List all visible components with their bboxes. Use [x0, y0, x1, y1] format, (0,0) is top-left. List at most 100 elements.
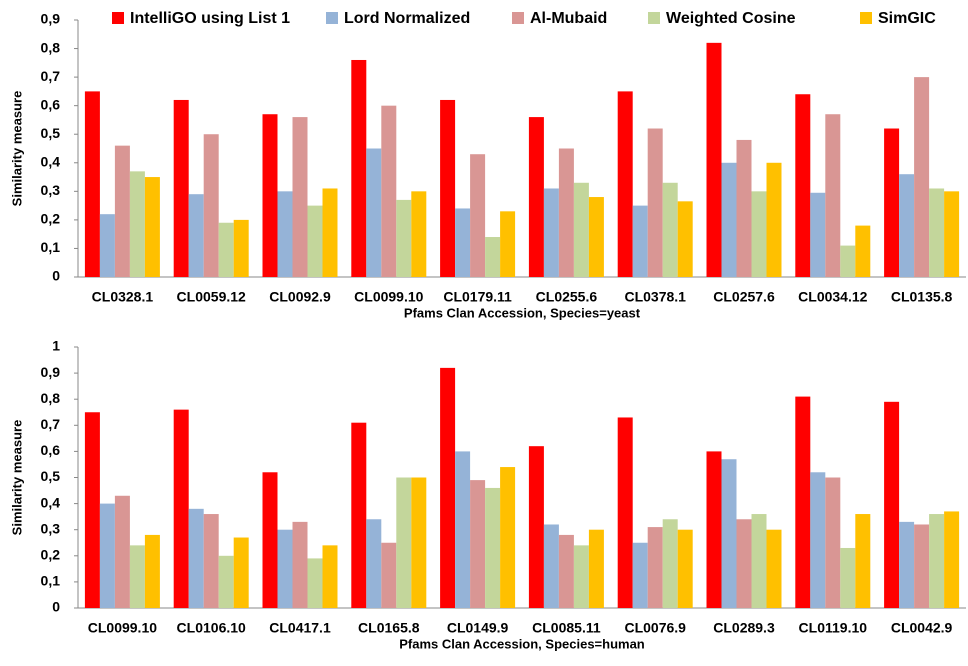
- x-tick-label: CL0099.10: [88, 620, 157, 636]
- bar: [706, 42, 722, 277]
- bar: [543, 188, 559, 277]
- x-axis-label: Pfams Clan Accession, Species=yeast: [404, 305, 641, 320]
- x-tick-label: CL0034.12: [798, 289, 867, 305]
- bar: [173, 99, 189, 277]
- y-tick-label: 0,7: [41, 68, 61, 84]
- legend-swatch: [648, 12, 660, 24]
- bar: [677, 201, 693, 277]
- x-tick-label: CL0092.9: [269, 289, 331, 305]
- x-tick-label: CL0099.10: [354, 289, 423, 305]
- bar: [470, 154, 486, 277]
- bar: [825, 114, 841, 277]
- bar: [351, 59, 367, 277]
- bar: [662, 182, 678, 277]
- bar: [307, 205, 323, 277]
- x-tick-label: CL0328.1: [92, 289, 154, 305]
- bar: [366, 148, 382, 277]
- bar: [825, 477, 841, 608]
- bar: [884, 401, 900, 608]
- bar: [114, 495, 130, 608]
- y-tick-label: 0,3: [41, 520, 61, 536]
- y-axis-label: Similarity measure: [9, 420, 24, 536]
- bar: [129, 545, 145, 608]
- x-tick-label: CL0149.9: [447, 620, 509, 636]
- bar: [440, 99, 456, 277]
- bar: [855, 225, 871, 277]
- bar: [795, 94, 811, 277]
- bar: [411, 191, 427, 277]
- y-tick-label: 0,4: [41, 153, 61, 169]
- bar: [262, 472, 278, 608]
- y-tick-label: 0: [52, 268, 60, 284]
- bar: [528, 117, 544, 277]
- bar: [543, 524, 559, 608]
- y-tick-label: 0,7: [41, 416, 61, 432]
- bar: [647, 128, 663, 277]
- bar: [381, 542, 397, 608]
- bar: [99, 503, 115, 608]
- x-tick-label: CL0257.6: [713, 289, 775, 305]
- bar: [114, 145, 130, 277]
- x-tick-label: CL0378.1: [624, 289, 686, 305]
- bar: [292, 521, 308, 608]
- y-tick-label: 0,6: [41, 96, 61, 112]
- legend-swatch: [326, 12, 338, 24]
- legend-label: Lord Normalized: [344, 10, 470, 27]
- bar: [173, 409, 189, 608]
- legend-label: Weighted Cosine: [666, 10, 796, 27]
- bar: [588, 197, 604, 277]
- y-tick-label: 0,9: [41, 364, 61, 380]
- bar: [929, 514, 945, 608]
- legend-label: SimGIC: [878, 10, 936, 27]
- bar: [647, 527, 663, 608]
- x-tick-label: CL0417.1: [269, 620, 331, 636]
- bar: [277, 191, 293, 277]
- y-tick-label: 0,4: [41, 494, 61, 510]
- bar: [573, 182, 589, 277]
- bar: [262, 114, 278, 277]
- bar: [677, 529, 693, 608]
- x-tick-label: CL0165.8: [358, 620, 420, 636]
- bar: [277, 529, 293, 608]
- y-tick-label: 0,6: [41, 442, 61, 458]
- bar: [810, 472, 826, 608]
- y-tick-label: 0,1: [41, 239, 61, 255]
- bar: [706, 451, 722, 608]
- bar: [322, 188, 338, 277]
- bar: [944, 191, 960, 277]
- bar: [500, 211, 516, 277]
- legend-label: Al-Mubaid: [530, 10, 607, 27]
- bar: [558, 148, 574, 277]
- bar: [795, 396, 811, 608]
- y-tick-label: 0,8: [41, 39, 61, 55]
- bar: [485, 487, 501, 608]
- bar: [632, 542, 648, 608]
- bar: [455, 208, 471, 277]
- bar: [129, 171, 145, 277]
- bar: [558, 534, 574, 608]
- bar: [528, 446, 544, 608]
- bar: [736, 519, 752, 608]
- x-tick-label: CL0059.12: [177, 289, 246, 305]
- x-tick-label: CL0289.3: [713, 620, 775, 636]
- x-tick-label: CL0119.10: [799, 620, 868, 636]
- bar: [144, 177, 160, 277]
- legend-swatch: [860, 12, 872, 24]
- bar: [840, 245, 856, 277]
- y-tick-label: 0,3: [41, 182, 61, 198]
- y-tick-label: 0,5: [41, 125, 61, 141]
- bar: [144, 534, 160, 608]
- bar: [500, 467, 516, 608]
- bar: [470, 480, 486, 608]
- bar: [899, 174, 915, 277]
- bar: [573, 545, 589, 608]
- bar: [766, 162, 782, 277]
- y-axis-label: Similarity measure: [9, 91, 24, 207]
- x-tick-label: CL0135.8: [891, 289, 953, 305]
- bar: [292, 117, 308, 277]
- bar: [929, 188, 945, 277]
- y-tick-label: 0,1: [41, 573, 61, 589]
- bar: [99, 214, 115, 277]
- bar: [218, 555, 234, 608]
